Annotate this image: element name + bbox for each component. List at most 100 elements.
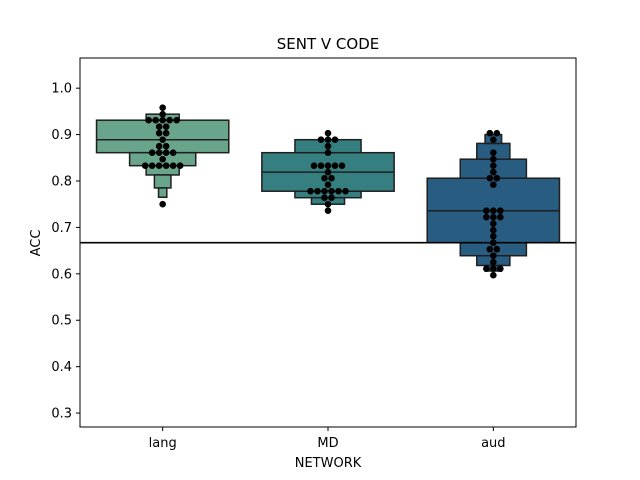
plot-area [79,57,577,428]
point-aud [490,207,497,215]
point-lang [162,123,170,130]
point-MD [331,162,339,169]
point-MD [324,168,332,176]
point-aud [486,245,494,253]
point-aud [490,162,497,169]
point-MD [307,187,314,195]
point-lang [159,155,166,163]
point-aud [486,129,494,137]
point-MD [328,174,335,182]
point-aud [490,168,497,176]
point-lang [148,149,156,156]
point-aud [490,181,497,189]
point-aud [490,265,497,273]
point-lang [162,142,170,150]
point-aud [497,265,504,273]
point-aud [483,265,490,273]
point-aud [490,213,497,221]
point-MD [338,162,346,169]
point-lang [155,149,163,156]
point-MD [328,187,335,195]
point-MD [324,149,332,156]
y-axis: 0.3 0.4 0.5 0.6 0.7 0.8 0.9 1.0 [51,82,80,422]
point-aud [497,207,504,215]
y-tick-label: 0.5 [51,314,72,329]
point-lang [169,162,177,169]
point-aud [490,155,497,163]
y-tick-label: 1.0 [51,82,72,97]
point-aud [490,149,497,156]
box-lang-5 [157,187,168,198]
x-axis-label: NETWORK [295,456,362,471]
point-MD [324,129,332,137]
chart-title: SENT V CODE [277,35,380,53]
point-lang [159,136,166,143]
point-aud [490,226,497,234]
point-MD [328,194,335,202]
point-MD [310,162,318,169]
point-lang [166,116,173,124]
point-MD [321,187,328,195]
point-MD [317,162,325,169]
y-tick-label: 0.9 [51,128,72,143]
point-MD [331,136,339,143]
point-lang [155,123,163,130]
point-lang [145,116,152,124]
point-aud [490,239,497,247]
point-MD [314,187,321,195]
point-lang [159,200,166,208]
point-aud [490,258,497,266]
point-MD [321,174,328,182]
x-tick-label: MD [317,436,338,451]
y-tick-label: 0.7 [51,221,72,236]
point-aud [490,232,497,240]
point-lang [162,129,170,137]
point-aud [497,213,504,221]
point-MD [324,200,332,208]
point-lang [155,162,163,169]
point-lang [155,142,163,150]
point-lang [159,116,166,124]
point-aud [483,207,490,215]
point-MD [324,162,332,169]
point-MD [324,136,332,143]
y-tick-label: 0.3 [51,407,72,422]
point-lang [148,162,156,169]
y-tick-label: 0.4 [51,360,72,375]
point-aud [483,213,490,221]
point-MD [324,181,332,189]
point-aud [493,129,501,137]
group-lang [95,113,230,198]
point-MD [324,207,332,215]
point-aud [490,220,497,228]
x-tick-label: lang [149,436,177,451]
point-aud [490,252,497,260]
point-MD [335,187,342,195]
point-aud [490,271,497,279]
point-lang [159,104,166,111]
box-MD-2 [294,190,362,199]
point-lang [176,162,184,169]
box-lang-4 [153,174,172,189]
point-MD [342,187,349,195]
point-lang [162,162,170,169]
point-aud [486,174,494,182]
point-MD [324,142,332,150]
point-MD [321,194,328,202]
point-lang [169,149,177,156]
y-tick-label: 0.8 [51,175,72,190]
point-lang [159,110,166,118]
point-lang [173,116,180,124]
point-lang [141,162,149,169]
point-aud [493,245,501,253]
point-MD [317,136,325,143]
point-lang [162,149,170,156]
point-aud [493,174,501,182]
y-axis-label: ACC [29,230,44,257]
point-lang [152,116,159,124]
x-tick-label: aud [481,436,505,451]
point-aud [490,136,497,143]
x-axis: lang MD aud [149,427,506,451]
point-lang [155,129,163,137]
